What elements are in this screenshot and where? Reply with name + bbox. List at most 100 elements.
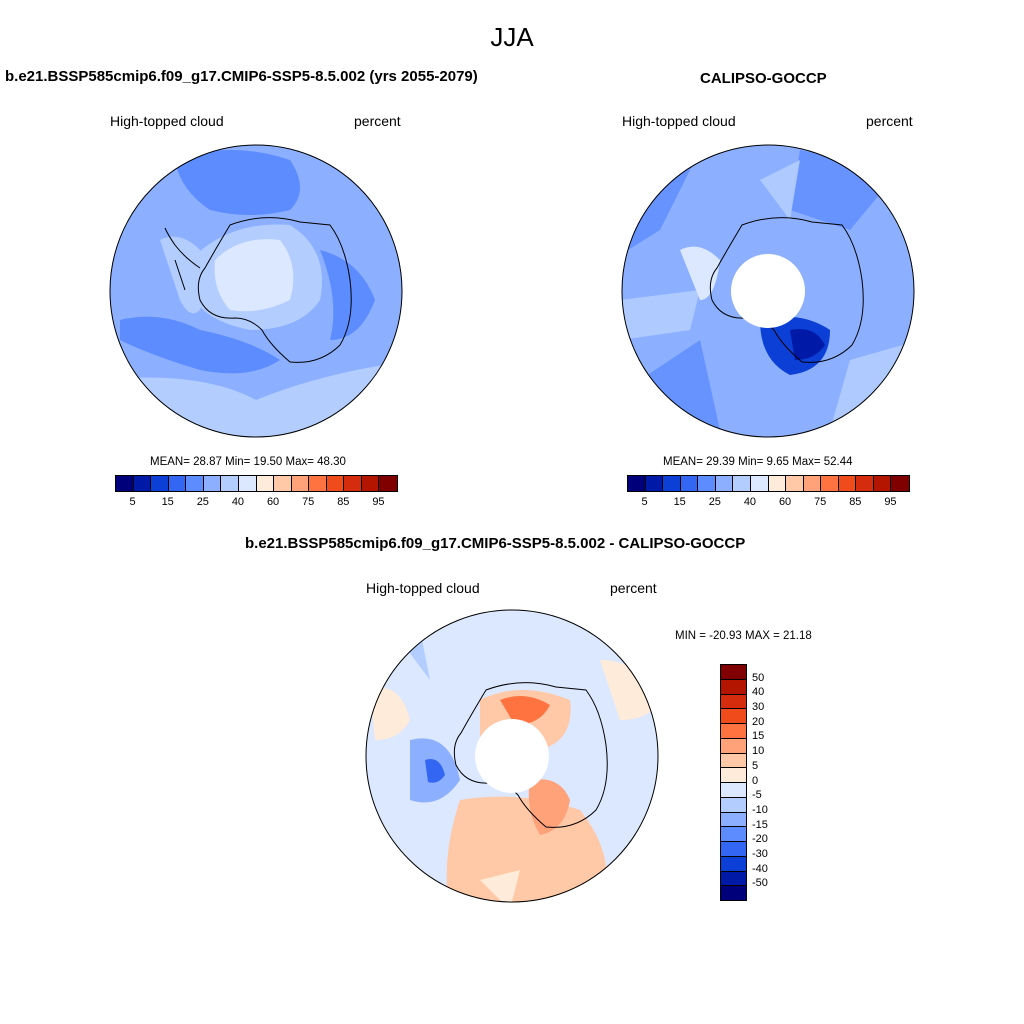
colorbar-segment	[750, 476, 769, 491]
colorbar-segment	[361, 476, 380, 491]
colorbar-segment	[116, 476, 134, 491]
colorbar-tick-label: 15	[673, 496, 686, 508]
colorbar-segment	[344, 476, 362, 491]
colorbar-tick-label: 30	[752, 701, 765, 714]
panel1-title: b.e21.BSSP585cmip6.f09_g17.CMIP6-SSP5-8.…	[5, 68, 478, 85]
colorbar-segment	[721, 753, 746, 769]
colorbar-segment	[379, 476, 397, 491]
panel1-colorbar	[115, 475, 398, 492]
colorbar-tick-label: 95	[372, 496, 385, 508]
panel1-frame	[109, 144, 403, 438]
colorbar-tick-label: 0	[752, 774, 759, 787]
colorbar-segment	[721, 679, 746, 695]
colorbar-tick-label: 50	[752, 671, 765, 684]
colorbar-tick-label: 60	[266, 496, 280, 508]
colorbar-tick-label: -10	[752, 803, 768, 816]
panel3-colorbar	[720, 664, 747, 901]
panel2-frame	[621, 144, 915, 438]
colorbar-tick-label: -40	[752, 862, 768, 875]
panel2-title: CALIPSO-GOCCP	[700, 70, 827, 87]
colorbar-tick-label: -20	[752, 833, 768, 846]
colorbar-segment	[721, 665, 746, 680]
colorbar-segment	[768, 476, 787, 491]
colorbar-segment	[151, 476, 169, 491]
colorbar-tick-label: -50	[752, 877, 768, 890]
colorbar-tick-label: 75	[814, 496, 827, 508]
colorbar-segment	[326, 476, 345, 491]
colorbar-segment	[256, 476, 275, 491]
colorbar-segment	[238, 476, 257, 491]
colorbar-tick-label: 95	[884, 496, 897, 508]
panel1-left-label: High-topped cloud	[110, 113, 224, 129]
panel3-title: b.e21.BSSP585cmip6.f09_g17.CMIP6-SSP5-8.…	[245, 535, 746, 552]
colorbar-segment	[786, 476, 804, 491]
colorbar-tick-label: 15	[161, 496, 174, 508]
colorbar-segment	[203, 476, 222, 491]
panel1-stats: MEAN= 28.87 Min= 19.50 Max= 48.30	[150, 456, 346, 468]
colorbar-segment	[891, 476, 909, 491]
panel1-map	[110, 145, 402, 437]
colorbar-segment	[274, 476, 292, 491]
colorbar-tick-label: 60	[778, 496, 792, 508]
colorbar-segment	[721, 768, 746, 783]
panel2-right-label: percent	[866, 113, 913, 129]
colorbar-segment	[721, 797, 746, 813]
colorbar-tick-label: -5	[752, 789, 762, 802]
colorbar-segment	[733, 476, 751, 491]
colorbar-segment	[645, 476, 664, 491]
colorbar-tick-label: 25	[708, 496, 721, 508]
panel3-left-label: High-topped cloud	[366, 580, 480, 596]
colorbar-segment	[721, 812, 746, 828]
colorbar-segment	[721, 827, 746, 842]
colorbar-tick-label: 25	[196, 496, 209, 508]
colorbar-segment	[873, 476, 892, 491]
panel2-left-label: High-topped cloud	[622, 113, 736, 129]
figure-title: JJA	[490, 22, 534, 52]
panel3-right-label: percent	[610, 580, 657, 596]
panel1-right-label: percent	[354, 113, 401, 129]
colorbar-segment	[186, 476, 204, 491]
colorbar-segment	[663, 476, 681, 491]
panel3-frame	[365, 609, 659, 903]
colorbar-tick-label: 15	[752, 730, 765, 743]
colorbar-segment	[721, 694, 746, 710]
colorbar-tick-label: 10	[752, 745, 765, 758]
panel2-colorbar	[627, 475, 910, 492]
colorbar-segment	[803, 476, 822, 491]
colorbar-segment	[838, 476, 857, 491]
colorbar-tick-label: 5	[641, 496, 648, 508]
colorbar-tick-label: 40	[752, 686, 765, 699]
panel3-map	[366, 610, 658, 902]
colorbar-segment	[721, 783, 746, 798]
colorbar-segment	[698, 476, 716, 491]
colorbar-segment	[133, 476, 152, 491]
colorbar-tick-label: 85	[337, 496, 350, 508]
panel3-stats: MIN = -20.93 MAX = 21.18	[675, 630, 812, 642]
colorbar-segment	[721, 842, 746, 857]
colorbar-segment	[309, 476, 327, 491]
colorbar-segment	[628, 476, 646, 491]
colorbar-segment	[721, 886, 746, 900]
panel2-stats: MEAN= 29.39 Min= 9.65 Max= 52.44	[663, 456, 853, 468]
colorbar-tick-label: 5	[752, 759, 759, 772]
colorbar-tick-label: 5	[129, 496, 136, 508]
colorbar-tick-label: 85	[849, 496, 862, 508]
colorbar-segment	[221, 476, 239, 491]
colorbar-segment	[721, 709, 746, 724]
colorbar-tick-label: 20	[752, 715, 765, 728]
colorbar-segment	[721, 724, 746, 739]
colorbar-tick-label: -15	[752, 818, 768, 831]
colorbar-tick-label: 40	[743, 496, 757, 508]
colorbar-segment	[721, 738, 746, 754]
colorbar-segment	[721, 871, 746, 887]
colorbar-tick-label: 40	[231, 496, 245, 508]
colorbar-segment	[856, 476, 874, 491]
panel2-map	[622, 145, 914, 437]
colorbar-segment	[291, 476, 310, 491]
colorbar-segment	[821, 476, 839, 491]
colorbar-segment	[680, 476, 699, 491]
colorbar-segment	[168, 476, 187, 491]
colorbar-tick-label: 75	[302, 496, 315, 508]
colorbar-segment	[721, 856, 746, 872]
